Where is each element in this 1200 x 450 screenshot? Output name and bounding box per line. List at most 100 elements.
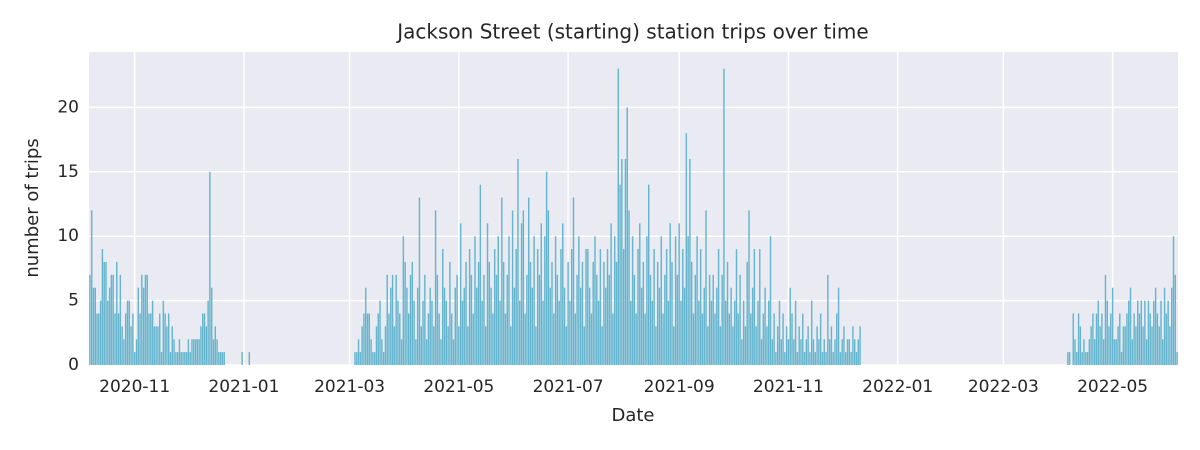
bar — [796, 352, 799, 365]
bar — [515, 249, 517, 365]
bar — [196, 339, 199, 365]
bar — [458, 326, 460, 365]
bar — [207, 300, 209, 365]
bar — [388, 313, 390, 365]
bar — [1076, 352, 1078, 365]
bar — [452, 339, 455, 365]
bar — [438, 313, 440, 365]
bar — [660, 236, 662, 365]
bar — [241, 352, 243, 365]
bar — [615, 261, 618, 365]
x-tick-label: 2020-11 — [99, 377, 170, 397]
bar — [748, 210, 750, 365]
bar — [133, 352, 136, 365]
bar — [818, 339, 820, 365]
bar — [219, 352, 222, 365]
bar — [1086, 352, 1089, 365]
bar — [171, 326, 174, 365]
bar — [373, 352, 376, 365]
bar — [698, 300, 700, 365]
bar — [653, 249, 655, 365]
bar — [536, 249, 539, 365]
bar — [678, 223, 680, 365]
bar — [169, 352, 172, 365]
bar — [1115, 339, 1117, 365]
bar — [802, 313, 804, 365]
bar — [121, 326, 123, 365]
bar — [846, 339, 849, 365]
bar — [200, 326, 202, 365]
bar — [191, 339, 193, 365]
bar — [528, 197, 530, 365]
bar — [1138, 313, 1141, 365]
bar — [166, 326, 168, 365]
bar — [692, 313, 695, 365]
bar — [415, 339, 417, 365]
bar — [793, 339, 795, 365]
bar — [784, 352, 786, 365]
bar — [597, 300, 600, 365]
bar — [596, 274, 598, 365]
bar — [640, 287, 643, 365]
bar — [490, 287, 492, 365]
bar — [128, 300, 131, 365]
bar — [717, 249, 720, 365]
bar — [1124, 326, 1126, 365]
bar — [483, 274, 485, 365]
bar — [474, 236, 476, 365]
bar — [409, 274, 412, 365]
bar — [853, 339, 856, 365]
y-tick-label: 20 — [57, 97, 79, 117]
bar — [492, 313, 494, 365]
bar — [726, 261, 729, 365]
bar — [504, 313, 507, 365]
bar — [703, 287, 705, 365]
bar — [110, 274, 113, 365]
bar — [631, 236, 634, 365]
bar — [558, 300, 560, 365]
bar — [173, 339, 175, 365]
bar — [594, 236, 596, 365]
bar — [533, 236, 535, 365]
bar — [1171, 287, 1173, 365]
bar — [1136, 300, 1139, 365]
bar — [404, 261, 406, 365]
bar — [710, 300, 713, 365]
bar — [465, 261, 467, 365]
bar — [1147, 300, 1150, 365]
bar — [859, 326, 861, 365]
y-axis-label: number of trips — [22, 138, 43, 277]
bar — [585, 249, 587, 365]
bar — [1083, 339, 1085, 365]
bar — [1068, 352, 1071, 365]
bar — [572, 197, 575, 365]
bar — [189, 352, 191, 365]
bar — [762, 313, 765, 365]
bar — [825, 352, 827, 365]
bar — [218, 352, 220, 365]
bar — [354, 352, 356, 365]
bar — [499, 300, 501, 365]
bar — [434, 210, 437, 365]
bar — [556, 274, 559, 365]
bar — [821, 352, 824, 365]
bar — [526, 274, 528, 365]
bar — [760, 339, 763, 365]
bar — [837, 287, 840, 365]
bar — [1074, 339, 1076, 365]
bar — [384, 326, 387, 365]
bar — [1095, 313, 1098, 365]
bar — [479, 184, 482, 365]
bar — [578, 236, 580, 365]
bar — [1142, 326, 1144, 365]
bar — [399, 313, 401, 365]
bar — [732, 326, 734, 365]
bar — [1160, 300, 1162, 365]
y-tick-label: 15 — [57, 162, 79, 182]
y-tick-label: 5 — [68, 291, 79, 311]
bar — [493, 249, 496, 365]
bar — [810, 300, 813, 365]
bar — [96, 313, 98, 365]
bar — [845, 352, 847, 365]
bar — [167, 313, 170, 365]
